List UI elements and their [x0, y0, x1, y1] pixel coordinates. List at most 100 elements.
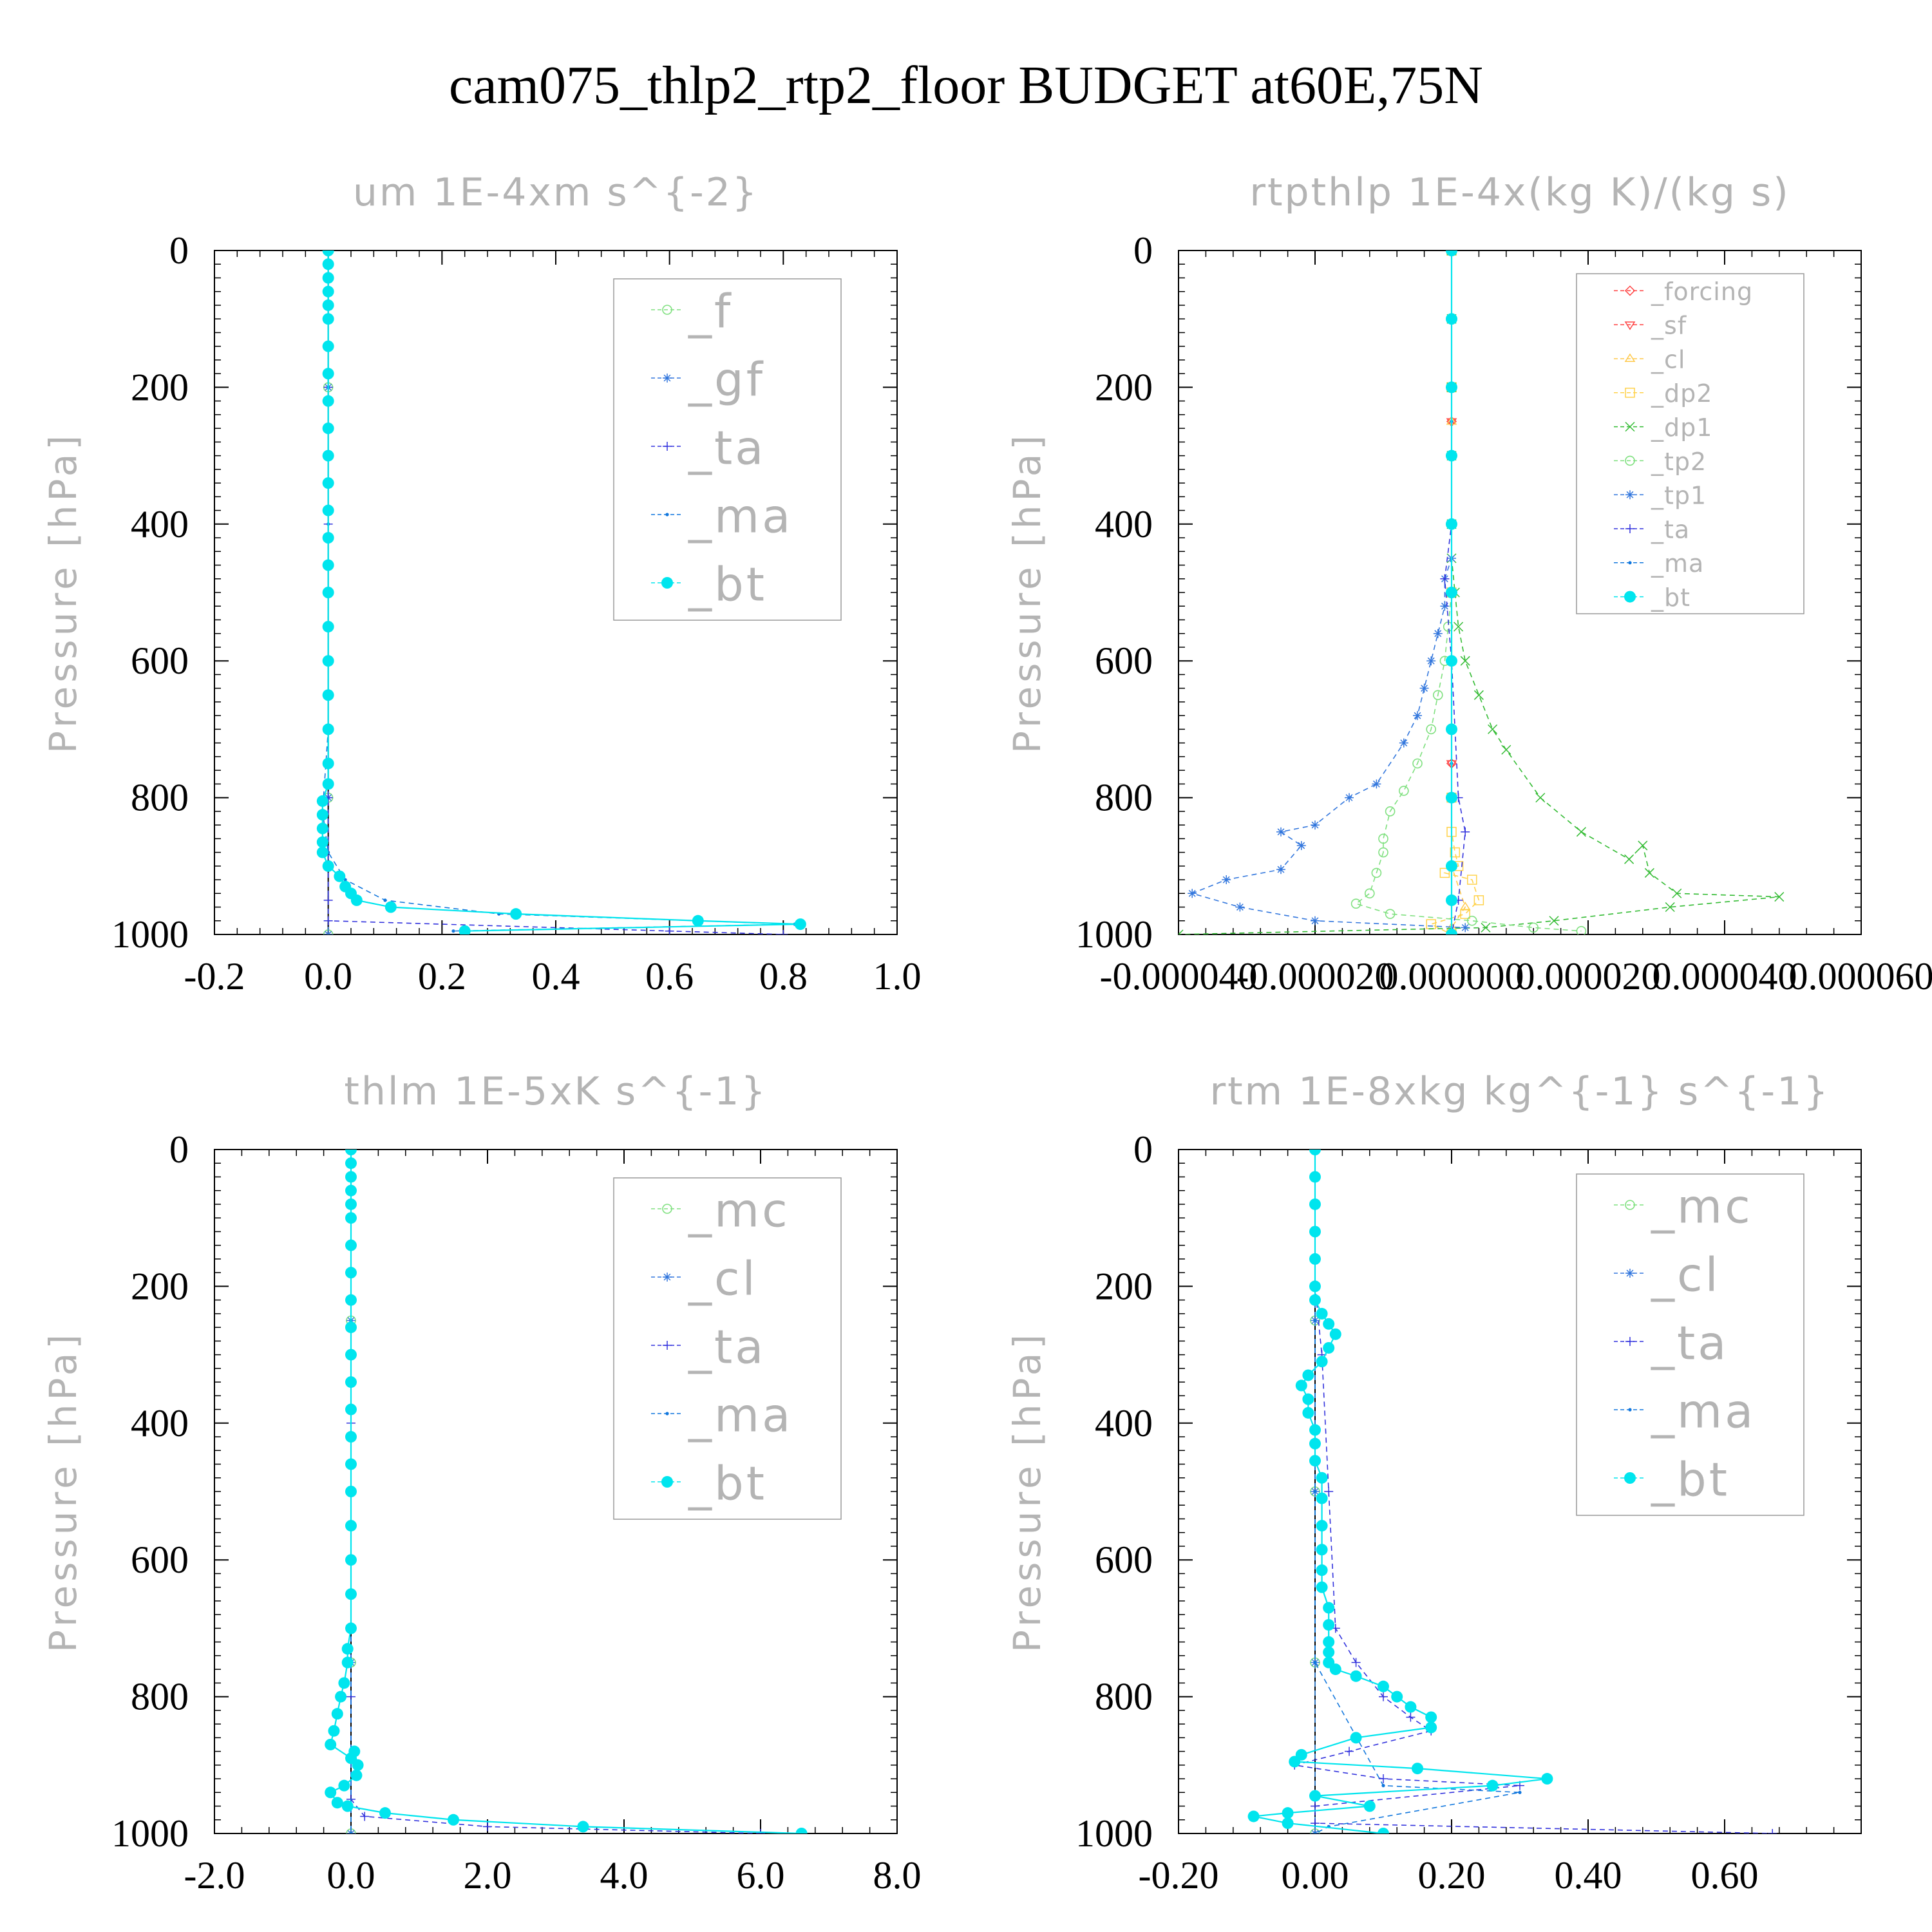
series-line [327, 251, 784, 934]
data-point [1316, 1307, 1328, 1320]
data-point [1179, 929, 1184, 934]
data-point [1433, 690, 1443, 701]
data-point [1446, 587, 1457, 598]
data-point [1316, 1356, 1328, 1368]
data-point [1419, 683, 1429, 693]
data-point [345, 1486, 357, 1497]
data-point [345, 1267, 357, 1279]
data-point [1296, 840, 1306, 850]
panel-title: um 1E-4xm s^{-2} [353, 170, 759, 215]
data-point [1446, 791, 1457, 804]
x-tick-label: 0.8 [759, 955, 808, 998]
data-point [1549, 916, 1559, 926]
data-point [1413, 711, 1422, 721]
y-tick-label: 800 [131, 777, 189, 819]
y-axis-label: Pressure [hPa] [41, 431, 85, 753]
panel-um: um 1E-4xm s^{-2} Pressure [hPa] 0 200 400 600… [41, 170, 922, 998]
y-tick-label: 600 [131, 639, 189, 682]
legend-label: _ma [1651, 549, 1704, 578]
y-tick-label: 1000 [111, 913, 189, 956]
data-point [1426, 724, 1436, 735]
series-line [1354, 251, 1582, 932]
data-point [1313, 1318, 1317, 1323]
plot-area [325, 1150, 808, 1833]
data-point [1460, 909, 1470, 919]
data-point [1350, 1670, 1362, 1682]
y-tick-label: 0 [169, 229, 189, 272]
x-tick-label: -0.000040 [1100, 955, 1258, 998]
y-tick-label: 1000 [1075, 1812, 1153, 1855]
x-tick-label: 0.6 [645, 955, 694, 998]
series-line [1294, 1150, 1773, 1833]
data-point [1311, 916, 1320, 925]
data-point [1528, 922, 1539, 933]
data-point [1379, 1692, 1388, 1701]
data-point [1372, 779, 1381, 789]
data-point [1576, 925, 1587, 934]
data-point [1247, 1810, 1260, 1823]
x-tick-label: 0.000020 [1516, 955, 1661, 998]
data-point [322, 299, 334, 311]
y-tick-label: 600 [1095, 1539, 1153, 1581]
data-point [345, 1622, 357, 1634]
y-tick-label: 200 [131, 1265, 189, 1307]
x-tick-label: 8.0 [873, 1854, 922, 1897]
data-point [1188, 889, 1197, 898]
x-tick-label: 0.4 [532, 955, 580, 998]
data-point [345, 1150, 357, 1155]
data-point [1345, 1747, 1354, 1756]
data-point [345, 1184, 357, 1197]
data-point [1378, 1680, 1389, 1692]
data-point [1391, 1690, 1403, 1703]
legend-box [1576, 1173, 1804, 1516]
series-line [1190, 251, 1466, 929]
data-point [1501, 744, 1511, 755]
panel-title: rtpthlp 1E-4x(kg K)/(kg s) [1249, 170, 1790, 215]
legend-marker [662, 1204, 672, 1214]
legend-label: _bt [688, 1456, 767, 1510]
data-point [1316, 1544, 1328, 1556]
data-point [1399, 738, 1408, 748]
data-point [322, 778, 334, 790]
data-point [1446, 723, 1457, 735]
y-tick-label: 800 [1095, 1676, 1153, 1718]
series-line [1430, 251, 1480, 934]
data-point [325, 1738, 337, 1750]
data-point [1774, 892, 1785, 902]
x-tick-label: 0.0 [327, 1854, 375, 1897]
legend-label: _f [688, 284, 733, 338]
y-tick-label: 200 [1095, 1265, 1153, 1307]
data-point [692, 914, 704, 927]
data-point [334, 870, 346, 882]
data-point [1461, 923, 1470, 933]
legend-marker [1625, 490, 1634, 500]
data-point [1446, 655, 1457, 667]
data-point [322, 477, 334, 489]
data-point [331, 1797, 343, 1809]
data-point [379, 1807, 391, 1819]
data-point [1309, 1424, 1321, 1436]
data-point [1665, 902, 1675, 913]
panel-title: rtm 1E-8xkg kg^{-1} s^{-1} [1209, 1069, 1830, 1114]
data-point [345, 1212, 357, 1224]
legend-label: _bt [1651, 1452, 1730, 1506]
data-point [1535, 793, 1546, 803]
data-point [1276, 865, 1285, 875]
data-point [1309, 1790, 1321, 1802]
data-point [345, 1321, 357, 1334]
data-point [1302, 1369, 1314, 1381]
data-point [451, 929, 455, 933]
data-point [322, 313, 334, 325]
data-point [1446, 381, 1457, 393]
x-tick-label: -2.0 [184, 1854, 245, 1897]
data-point [338, 1677, 350, 1689]
series-line [1314, 1150, 1520, 1833]
data-point [350, 1769, 363, 1781]
data-point [360, 1812, 370, 1821]
data-point [322, 504, 334, 516]
data-point [345, 1294, 357, 1306]
data-point [1541, 1773, 1553, 1785]
data-point [1309, 1253, 1321, 1265]
y-tick-label: 1000 [1075, 913, 1153, 956]
data-point [665, 926, 674, 934]
